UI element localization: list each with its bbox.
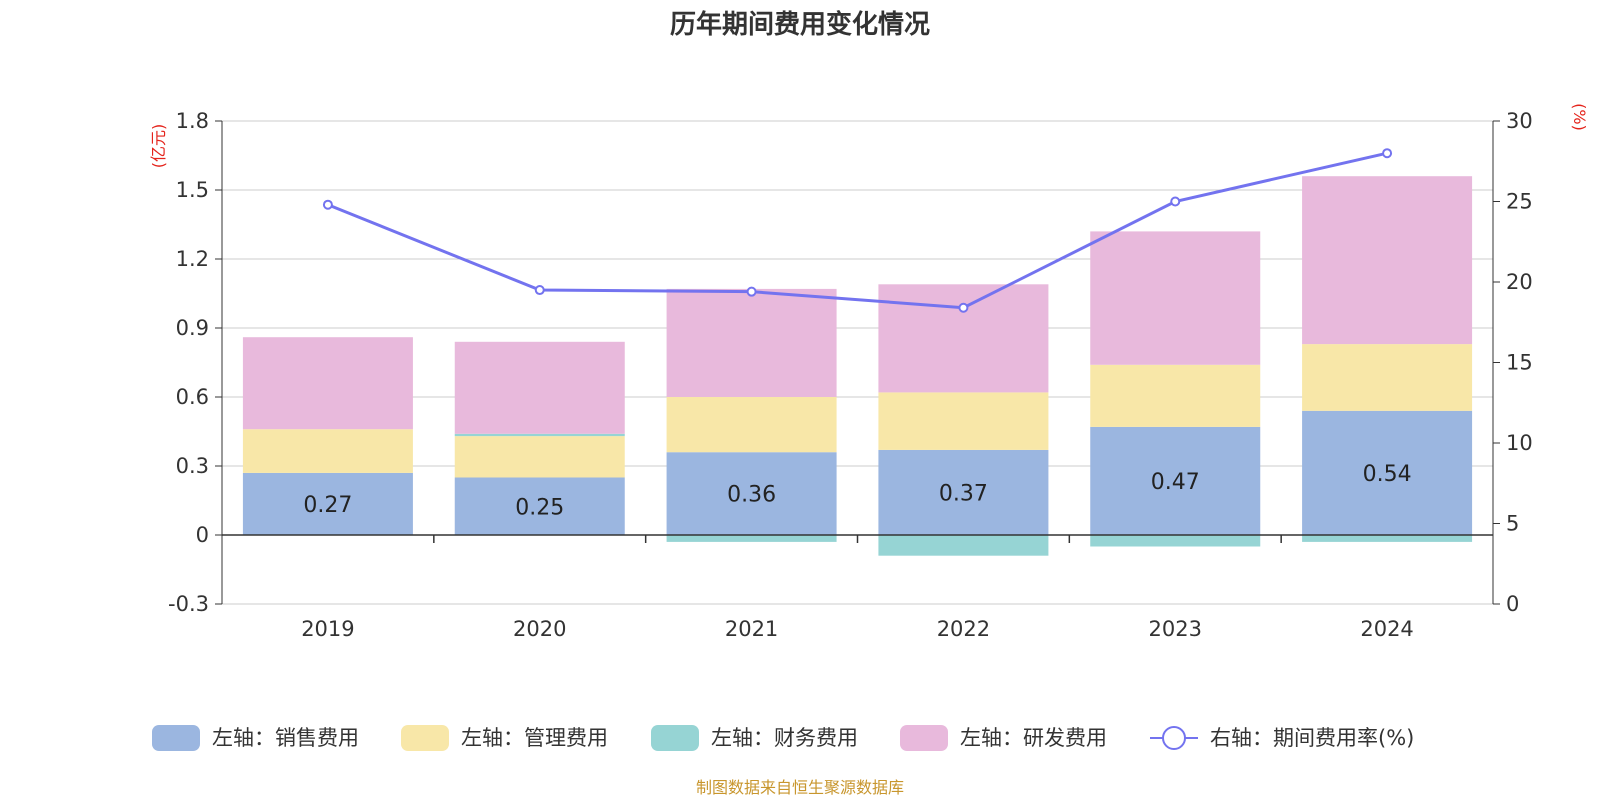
x-tick-label: 2024 [1360,617,1413,641]
legend-label: 左轴：管理费用 [461,726,608,750]
bar-segment [1302,344,1473,411]
bar-segment [242,429,413,473]
legend-swatch [152,725,200,751]
left-tick-label: 1.2 [176,247,209,271]
bar-segment [666,452,837,535]
bar-segment [878,535,1049,556]
right-tick-label: 30 [1506,109,1533,133]
rate-line [322,148,1393,313]
chart-title: 历年期间费用变化情况 [670,9,930,40]
left-tick-label: 1.5 [176,178,209,202]
bar-segment [454,477,625,535]
bars [242,176,1473,556]
legend-item: 左轴：研发费用 [900,725,1107,751]
right-tick-label: 0 [1506,592,1519,616]
bar-segment [1090,231,1261,365]
rate-point [322,199,333,210]
rate-point [746,286,757,297]
bar-segment [878,284,1049,393]
bar-labels: 0.27 0.25 0.36 0.37 0.47 0.54 [303,462,1411,520]
bar-segment [454,433,625,437]
bar-segment [666,288,837,397]
right-tick-label: 15 [1506,351,1533,375]
right-tick-label: 25 [1506,190,1533,214]
legend-swatch [900,725,948,751]
bar-segment [454,436,625,478]
bar-data-label: 0.36 [727,483,776,508]
right-tick-label: 20 [1506,270,1533,294]
bar-segment [666,397,837,453]
bar-segment [242,337,413,430]
legend-label: 左轴：研发费用 [960,726,1107,750]
legend-item: 右轴：期间费用率(%) [1150,726,1414,750]
rate-point [1170,196,1181,207]
bar-data-label: 0.27 [303,493,352,518]
bar-segment [1302,535,1473,542]
bar-segment [878,449,1049,535]
left-axis-unit: (亿元) [149,124,168,169]
right-axis-unit: (%) [1570,103,1589,131]
x-tick-label: 2020 [513,617,566,641]
x-tick-label: 2023 [1149,617,1202,641]
left-tick-label: 0.6 [176,385,209,409]
legend-item: 左轴：销售费用 [152,725,359,751]
bar-segment [1302,410,1473,535]
rate-point [1382,148,1393,159]
left-tick-label: 0.3 [176,454,209,478]
legend-label: 右轴：期间费用率(%) [1210,726,1414,750]
x-tick-label: 2019 [301,617,354,641]
bar-segment [1090,364,1261,427]
bar-segment [666,535,837,542]
bar-segment [1090,426,1261,535]
legend-item: 左轴：管理费用 [401,725,608,751]
bar-data-label: 0.54 [1363,462,1412,487]
rate-line-path [327,151,1388,310]
bar-segment [878,392,1049,450]
bar-segment [454,341,625,434]
bar-data-label: 0.37 [939,481,988,506]
legend: 左轴：销售费用 左轴：管理费用 左轴：财务费用 左轴：研发费用 右轴：期间费用率(%) [152,725,1414,751]
right-tick-label: 5 [1506,512,1519,536]
legend-swatch [651,725,699,751]
left-tick-label: 1.8 [176,109,209,133]
right-tick-label: 10 [1506,431,1533,455]
bar-segment [1090,535,1261,547]
left-tick-label: -0.3 [168,592,209,616]
bar-segment [242,472,413,535]
grid [222,120,1493,605]
source-note: 制图数据来自恒生聚源数据库 [696,778,904,797]
legend-marker [1162,726,1186,750]
bar-segment [1302,176,1473,345]
rate-point [958,302,969,313]
x-tick-label: 2021 [725,617,778,641]
legend-label: 左轴：销售费用 [212,726,359,750]
rate-point [534,285,545,296]
legend-item: 左轴：财务费用 [651,725,858,751]
x-tick-label: 2022 [937,617,990,641]
left-tick-label: 0 [196,523,209,547]
left-tick-label: 0.9 [176,316,209,340]
legend-swatch [401,725,449,751]
bar-data-label: 0.25 [515,495,564,520]
bar-data-label: 0.47 [1151,470,1200,495]
legend-label: 左轴：财务费用 [711,726,858,750]
axes: 1.8 1.5 1.2 0.9 0.6 0.3 0 -0.3 30 25 20 15 10 5 0 (亿元) (… [149,103,1589,641]
